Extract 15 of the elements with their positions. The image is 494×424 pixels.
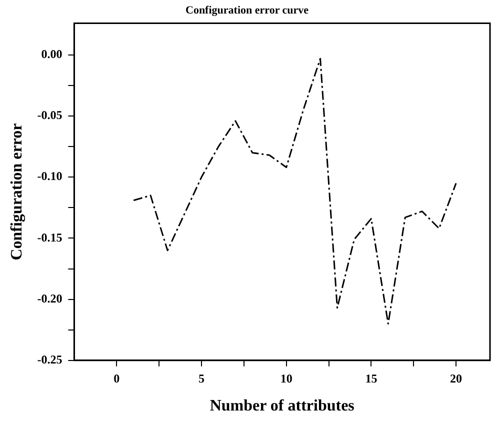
y-tick-label: 0.00 — [41, 47, 62, 62]
y-tick-label: -0.25 — [37, 352, 62, 366]
x-axis-title: Number of attributes — [210, 398, 354, 415]
x-tick-label: 20 — [450, 372, 462, 386]
line-series — [132, 58, 457, 324]
x-tick-label: 0 — [114, 372, 120, 386]
x-tick-label: 15 — [365, 372, 378, 386]
y-tick-label: -0.15 — [37, 230, 62, 244]
chart-title: Configuration error curve — [185, 4, 309, 16]
y-tick-label: -0.20 — [37, 291, 62, 306]
x-tick-label: 10 — [280, 372, 292, 386]
x-tick-label: 5 — [198, 372, 204, 386]
y-axis-title: Configuration error — [8, 123, 26, 260]
y-tick-label: -0.05 — [37, 108, 62, 122]
y-tick-label: -0.10 — [37, 169, 62, 184]
